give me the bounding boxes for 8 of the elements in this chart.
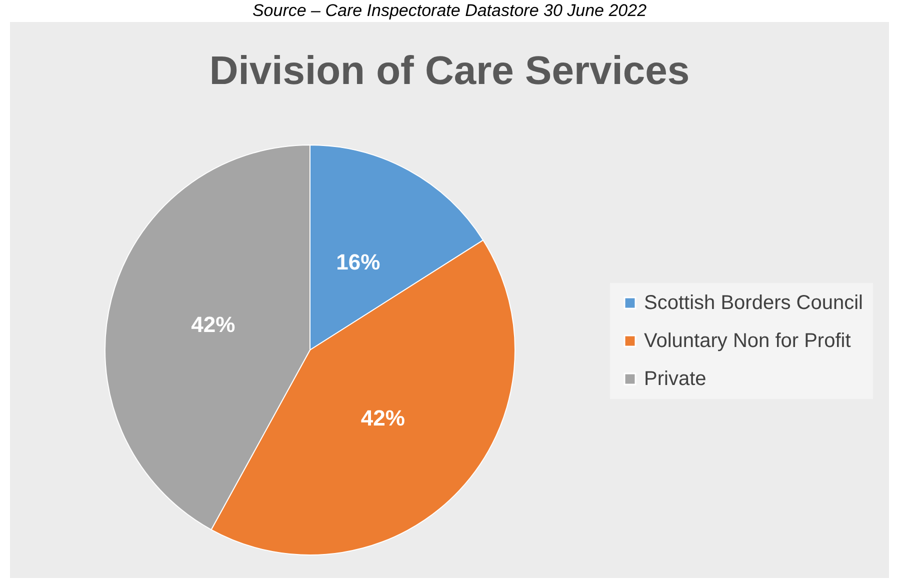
- data-label: 42%: [191, 312, 236, 338]
- legend-label: Scottish Borders Council: [644, 292, 863, 314]
- data-label: 16%: [336, 249, 380, 274]
- legend-label: Private: [644, 368, 706, 390]
- source-note: Source – Care Inspectorate Datastore 30 June 2022: [251, 0, 648, 22]
- data-label: 42%: [360, 405, 405, 430]
- chart-title: Division of Care Services: [209, 49, 690, 93]
- legend-label: Voluntary Non for Profit: [644, 330, 852, 352]
